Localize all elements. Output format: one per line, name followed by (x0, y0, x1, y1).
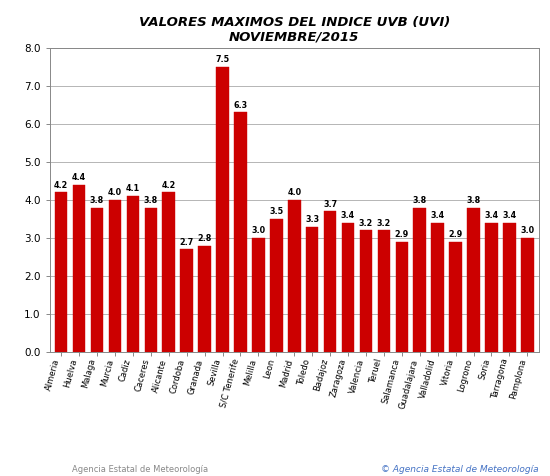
Bar (145, 208, 157, 352)
Text: 3.8: 3.8 (144, 196, 158, 205)
Text: 2.9: 2.9 (448, 230, 463, 239)
Text: 3.8: 3.8 (412, 196, 427, 205)
Text: 3.8: 3.8 (90, 196, 104, 205)
Text: 3.2: 3.2 (359, 218, 373, 228)
Text: © Agencia Estatal de Meteorología: © Agencia Estatal de Meteorología (381, 465, 539, 474)
Text: 3.4: 3.4 (485, 211, 498, 220)
Bar (485, 223, 498, 352)
Text: 2.8: 2.8 (197, 234, 212, 243)
Text: 4.2: 4.2 (54, 180, 68, 189)
Text: 3.3: 3.3 (305, 215, 319, 224)
Bar (378, 230, 390, 352)
Bar (126, 196, 139, 352)
Bar (270, 219, 283, 352)
Text: 3.4: 3.4 (341, 211, 355, 220)
Bar (216, 67, 229, 352)
Text: 6.3: 6.3 (233, 100, 248, 109)
Bar (162, 192, 175, 352)
Text: 4.0: 4.0 (108, 188, 122, 197)
Text: 3.0: 3.0 (251, 226, 266, 235)
Bar (503, 223, 516, 352)
Text: Agencia Estatal de Meteorología: Agencia Estatal de Meteorología (72, 465, 208, 474)
Bar (252, 238, 265, 352)
Bar (414, 208, 426, 352)
Bar (306, 227, 318, 352)
Text: 3.5: 3.5 (270, 207, 283, 216)
Bar (73, 185, 85, 352)
Text: 2.9: 2.9 (395, 230, 409, 239)
Text: 3.0: 3.0 (520, 226, 535, 235)
Bar (521, 238, 534, 352)
Text: 3.4: 3.4 (431, 211, 445, 220)
Text: 3.2: 3.2 (377, 218, 391, 228)
Bar (360, 230, 372, 352)
Text: 4.2: 4.2 (162, 180, 176, 189)
Bar (55, 192, 68, 352)
Bar (109, 200, 121, 352)
Text: 3.7: 3.7 (323, 199, 337, 208)
Text: 4.1: 4.1 (126, 184, 140, 193)
Text: 3.4: 3.4 (502, 211, 516, 220)
Bar (324, 211, 337, 352)
Bar (342, 223, 354, 352)
Bar (234, 112, 247, 352)
Title: VALORES MAXIMOS DEL INDICE UVB (UVI)
NOVIEMBRE/2015: VALORES MAXIMOS DEL INDICE UVB (UVI) NOV… (139, 16, 450, 44)
Bar (468, 208, 480, 352)
Bar (180, 249, 193, 352)
Bar (431, 223, 444, 352)
Bar (449, 242, 462, 352)
Text: 2.7: 2.7 (179, 238, 194, 247)
Bar (199, 246, 211, 352)
Text: 3.8: 3.8 (466, 196, 481, 205)
Text: 4.4: 4.4 (72, 173, 86, 182)
Text: 4.0: 4.0 (287, 188, 301, 197)
Bar (288, 200, 300, 352)
Bar (91, 208, 103, 352)
Bar (395, 242, 408, 352)
Text: 7.5: 7.5 (216, 55, 229, 64)
